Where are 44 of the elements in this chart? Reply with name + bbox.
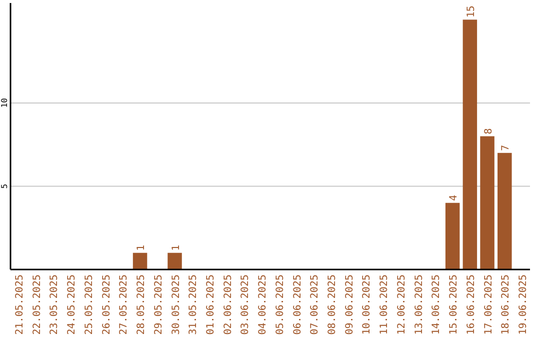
- x-tick-label: 03.06.2025: [240, 274, 252, 335]
- x-tick-label: 31.05.2025: [188, 274, 200, 335]
- x-tick-label: 11.06.2025: [379, 274, 390, 335]
- x-tick-label: 22.05.2025: [32, 274, 43, 335]
- x-tick-label: 14.06.2025: [431, 274, 442, 335]
- x-tick-label: 27.05.2025: [118, 274, 130, 335]
- x-tick-label: 13.06.2025: [414, 274, 425, 335]
- x-tick-label: 17.06.2025: [483, 274, 494, 335]
- x-tick-label: 19.06.2025: [518, 274, 530, 335]
- data-label: 7: [500, 144, 512, 151]
- x-tick-label: 28.05.2025: [136, 274, 148, 335]
- x-tick-label: 05.06.2025: [274, 274, 286, 335]
- data-label: 4: [448, 194, 460, 201]
- x-tick-label: 15.06.2025: [448, 274, 460, 335]
- data-label: 15: [466, 6, 477, 18]
- x-tick-label: 25.05.2025: [84, 274, 95, 335]
- x-tick-label: 21.05.2025: [14, 274, 26, 335]
- x-tick-label: 07.06.2025: [310, 274, 321, 335]
- bar: [132, 252, 148, 270]
- bar: [168, 252, 182, 270]
- x-tick-label: 26.05.2025: [101, 274, 112, 335]
- x-tick-label: 06.06.2025: [292, 274, 304, 335]
- bar: [462, 20, 478, 270]
- bar: [445, 202, 460, 270]
- x-tick-label: 12.06.2025: [396, 274, 408, 335]
- x-tick-label: 10.06.2025: [362, 274, 373, 335]
- x-tick-label: 29.05.2025: [153, 274, 164, 335]
- x-tick-label: 18.06.2025: [500, 274, 512, 335]
- y-tick-label: 5: [0, 184, 9, 189]
- data-label: 8: [483, 128, 494, 134]
- data-label: 1: [136, 244, 148, 251]
- x-tick-label: 04.06.2025: [258, 274, 269, 335]
- bar: [480, 136, 494, 270]
- x-tick-label: 23.05.2025: [49, 274, 60, 335]
- bar: [498, 152, 512, 270]
- y-tick-label: 10: [0, 98, 9, 108]
- x-tick-label: 01.06.2025: [205, 274, 216, 335]
- x-tick-label: 30.05.2025: [170, 274, 182, 335]
- x-tick-label: 02.06.2025: [222, 274, 234, 335]
- x-tick-label: 16.06.2025: [466, 274, 477, 335]
- x-tick-label: 09.06.2025: [344, 274, 356, 335]
- x-tick-label: 08.06.2025: [327, 274, 338, 335]
- x-tick-label: 24.05.2025: [66, 274, 78, 335]
- data-label: 1: [170, 244, 182, 251]
